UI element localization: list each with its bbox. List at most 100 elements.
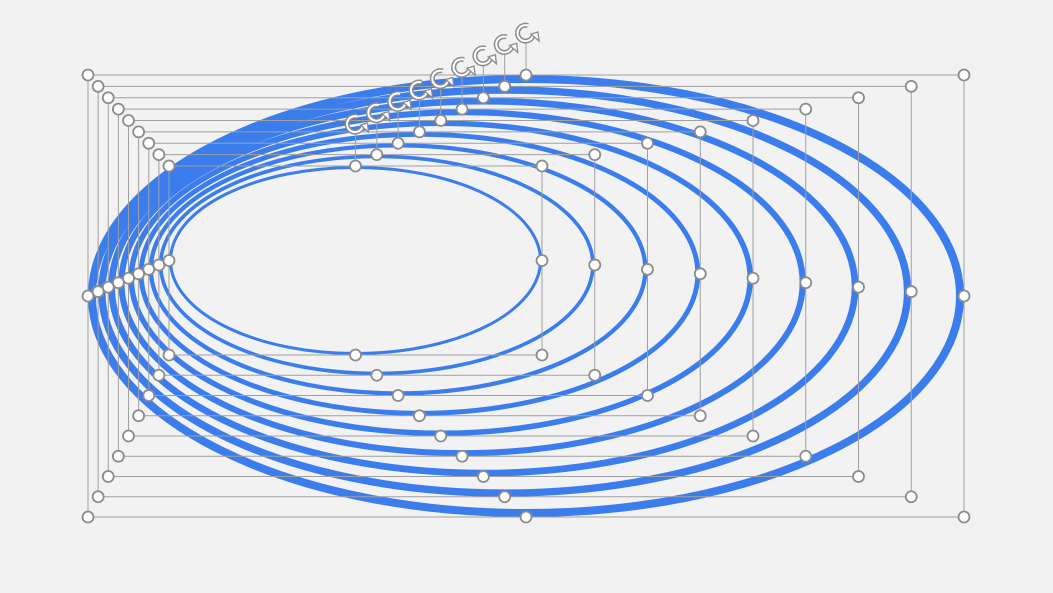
resize-handle[interactable] (535, 159, 549, 173)
rotation-handle[interactable] (344, 113, 370, 135)
resize-handle[interactable] (799, 449, 813, 463)
resize-handle[interactable] (91, 490, 105, 504)
resize-handle[interactable] (434, 114, 448, 127)
resize-handle[interactable] (904, 79, 918, 93)
resize-handle[interactable] (693, 409, 707, 423)
rotation-handle[interactable] (515, 22, 540, 44)
resize-handle[interactable] (693, 125, 707, 139)
rotation-arrow (529, 31, 540, 43)
rotation-icon-inner (452, 58, 470, 77)
rotation-icon-inner (346, 115, 364, 134)
resize-handle[interactable] (957, 510, 971, 524)
resize-handle[interactable] (152, 368, 166, 382)
resize-handle[interactable] (349, 348, 362, 362)
resize-handle[interactable] (799, 276, 813, 290)
resize-handle[interactable] (852, 91, 865, 105)
resize-handle[interactable] (111, 102, 125, 116)
resize-handle[interactable] (91, 79, 105, 93)
resize-handle[interactable] (132, 267, 146, 281)
resize-handle[interactable] (455, 449, 469, 463)
resize-handle[interactable] (588, 258, 602, 272)
resize-handle[interactable] (693, 267, 707, 281)
rotation-icon-inner (495, 35, 513, 54)
resize-handle[interactable] (122, 114, 135, 127)
resize-handle[interactable] (957, 68, 971, 82)
rotation-handle[interactable] (451, 56, 476, 78)
rotation-icon-inner (367, 103, 385, 122)
resize-handle[interactable] (413, 125, 426, 139)
rotation-arrow (423, 88, 434, 100)
resize-handle[interactable] (132, 125, 146, 139)
rotation-icon-inner (431, 69, 449, 88)
resize-handle[interactable] (370, 148, 384, 162)
resize-handle[interactable] (122, 429, 135, 443)
resize-handle[interactable] (122, 271, 135, 285)
resize-handle[interactable] (142, 262, 156, 276)
resize-handle[interactable] (957, 289, 971, 303)
resize-handle[interactable] (519, 68, 533, 82)
resize-handle[interactable] (81, 68, 95, 82)
resize-handle[interactable] (588, 148, 602, 162)
resize-handle[interactable] (391, 136, 405, 150)
resize-handle[interactable] (746, 271, 760, 285)
resize-handle[interactable] (476, 91, 490, 105)
rotation-handle[interactable] (408, 79, 434, 101)
resize-handle[interactable] (799, 102, 813, 116)
resize-handle[interactable] (162, 348, 176, 362)
rotation-handle[interactable] (429, 68, 455, 90)
resize-handle[interactable] (476, 470, 490, 483)
resize-handle[interactable] (641, 262, 654, 276)
resize-handle[interactable] (152, 148, 166, 162)
resize-handle[interactable] (535, 348, 549, 362)
resize-handle[interactable] (852, 280, 865, 294)
resize-handle[interactable] (746, 114, 760, 127)
resize-handle[interactable] (101, 280, 115, 294)
resize-handle[interactable] (641, 389, 654, 402)
resize-handle[interactable] (904, 490, 918, 504)
resize-handle[interactable] (81, 510, 95, 524)
resize-handle[interactable] (111, 276, 125, 290)
rotation-handle[interactable] (493, 34, 519, 55)
rotation-icon-inner (388, 92, 407, 111)
selection-group (81, 22, 971, 524)
resize-handle[interactable] (101, 91, 115, 105)
resize-handle[interactable] (746, 429, 760, 443)
resize-handle[interactable] (152, 258, 166, 272)
resize-handle[interactable] (455, 102, 469, 116)
resize-handle[interactable] (370, 368, 384, 382)
rotation-arrow (508, 42, 519, 54)
rotation-handle[interactable] (365, 102, 391, 124)
rotation-handle[interactable] (387, 90, 412, 112)
resize-handle[interactable] (588, 368, 602, 382)
resize-handle[interactable] (132, 409, 146, 423)
resize-handle[interactable] (391, 389, 405, 402)
resize-handle[interactable] (162, 159, 176, 173)
resize-handle[interactable] (162, 254, 176, 267)
rotation-icon-inner (410, 80, 428, 99)
resize-handle[interactable] (535, 254, 549, 267)
resize-handle[interactable] (852, 470, 865, 483)
resize-handle[interactable] (349, 159, 362, 173)
rotation-arrow (401, 99, 412, 111)
resize-handle[interactable] (81, 289, 95, 303)
resize-handle[interactable] (142, 136, 156, 150)
rotation-arrow (487, 53, 498, 66)
resize-handle[interactable] (641, 136, 654, 150)
rotation-icon-inner (473, 46, 492, 65)
resize-handle[interactable] (519, 510, 533, 524)
resize-handle[interactable] (413, 409, 426, 423)
rotation-arrow (380, 110, 391, 123)
resize-handle[interactable] (142, 389, 156, 402)
resize-handle[interactable] (498, 79, 512, 93)
rotation-icon-inner (516, 24, 534, 43)
resize-handle[interactable] (101, 470, 115, 483)
rotation-arrow (465, 65, 476, 77)
resize-handle[interactable] (498, 490, 512, 504)
resize-handle[interactable] (904, 285, 918, 298)
resize-handle[interactable] (91, 285, 105, 298)
rotation-handle[interactable] (472, 45, 498, 67)
resize-handle[interactable] (434, 429, 448, 443)
resize-handle[interactable] (111, 449, 125, 463)
